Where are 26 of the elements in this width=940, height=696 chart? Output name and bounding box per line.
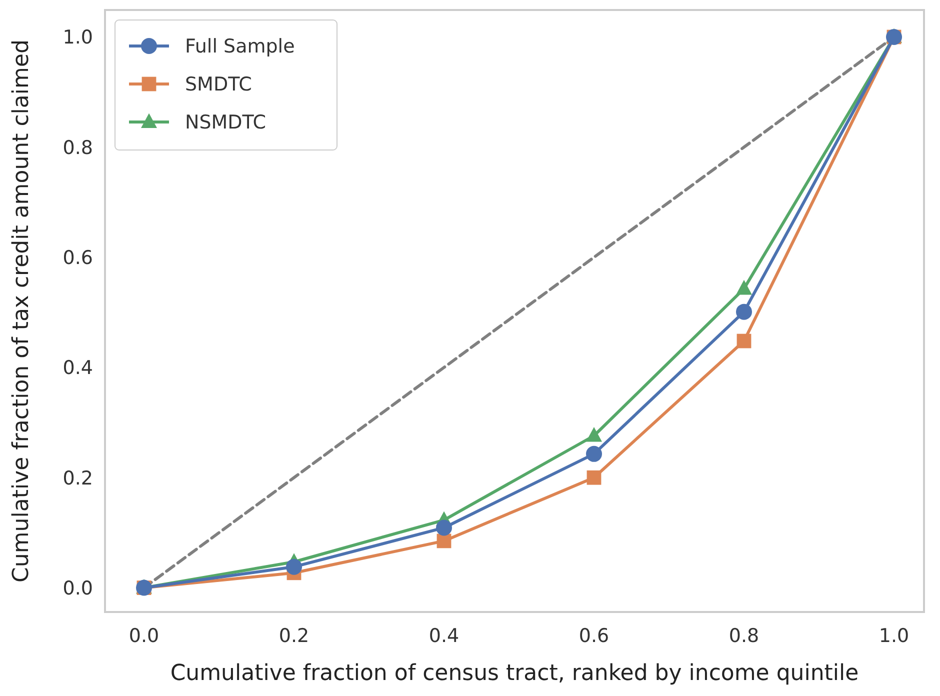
point [436, 534, 452, 548]
point [736, 280, 752, 295]
legend-label: NSMDTC [185, 112, 266, 134]
y-axis-title: Cumulative fraction of tax credit amount claimed [9, 40, 34, 582]
point [586, 426, 602, 442]
x-tick-label: 0.4 [428, 625, 460, 647]
x-tick-label: 0.0 [128, 625, 160, 647]
point [736, 304, 752, 320]
y-tick-label: 0.8 [62, 136, 93, 159]
x-axis-title: Cumulative fraction of census tract, ranked by income quintile [170, 661, 859, 686]
legend-label: SMDTC [185, 74, 252, 96]
point [586, 446, 602, 462]
x-tick-label: 0.6 [578, 625, 610, 647]
x-tick-label: 0.2 [278, 625, 310, 647]
legend-label: Full Sample [185, 36, 295, 58]
y-tick-label: 0.6 [62, 246, 93, 269]
y-tick-label: 0.2 [62, 467, 93, 490]
y-tick-label: 0.0 [62, 577, 93, 600]
x-tick-label: 1.0 [878, 625, 910, 647]
point [586, 470, 602, 485]
point [736, 334, 752, 348]
x-tick-label: 0.8 [728, 625, 760, 647]
y-tick-label: 1.0 [62, 26, 93, 49]
point [286, 558, 302, 575]
y-tick-label: 0.4 [62, 357, 93, 380]
point [436, 520, 452, 536]
